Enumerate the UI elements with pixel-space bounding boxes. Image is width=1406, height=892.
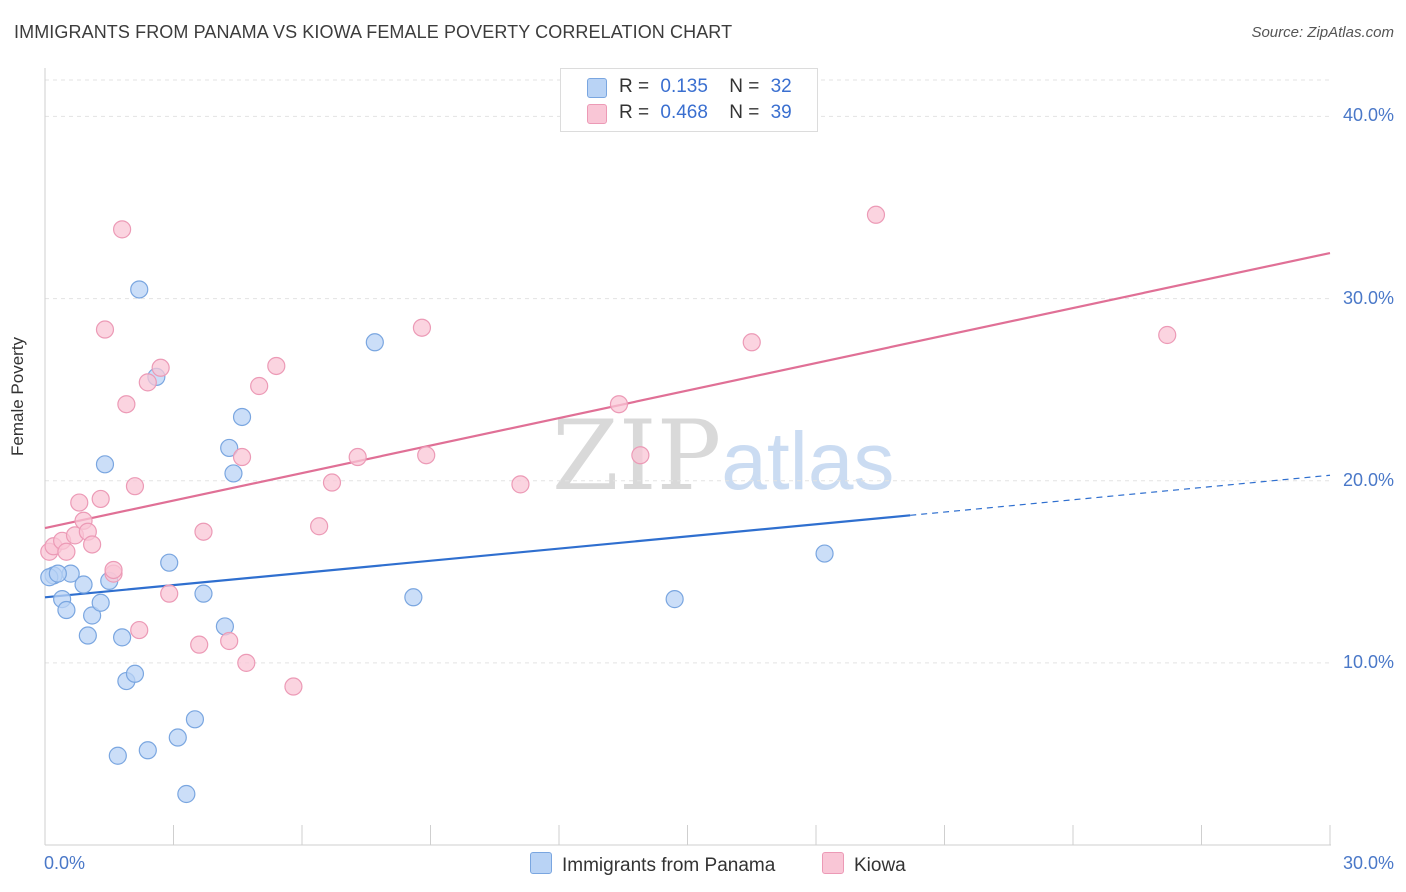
data-point-kiowa xyxy=(417,446,436,465)
data-point-kiowa xyxy=(322,473,342,492)
data-point-panama xyxy=(185,710,205,729)
data-point-panama xyxy=(177,784,196,804)
legend: R = 0.135 N = 32 R = 0.468 N = 39 xyxy=(560,68,818,132)
data-point-panama xyxy=(665,590,684,609)
legend-n-label: N = xyxy=(729,102,760,123)
data-point-kiowa xyxy=(310,517,329,536)
data-point-panama xyxy=(232,407,252,427)
data-point-panama xyxy=(815,544,834,563)
data-point-kiowa xyxy=(104,560,123,580)
data-point-kiowa xyxy=(232,447,252,467)
y-tick-label: 20.0% xyxy=(1342,469,1394,490)
data-point-kiowa xyxy=(138,373,157,392)
trend-line-panama-extension xyxy=(910,474,1331,516)
data-point-kiowa xyxy=(190,635,209,654)
data-point-panama xyxy=(125,664,145,683)
legend-n-label: N = xyxy=(729,76,760,97)
data-point-panama xyxy=(112,628,132,647)
data-point-panama xyxy=(168,728,187,747)
data-point-panama xyxy=(95,455,115,474)
data-point-kiowa xyxy=(866,205,886,224)
watermark-atlas: atlas xyxy=(721,416,895,507)
data-point-kiowa xyxy=(83,535,102,554)
legend-r-value-panama: 0.135 xyxy=(660,76,708,97)
data-point-panama xyxy=(365,333,384,352)
bottom-legend-swatch-panama xyxy=(530,852,552,874)
data-point-kiowa xyxy=(91,489,110,509)
watermark: ZIPatlas xyxy=(552,400,894,512)
bottom-legend-panama: Immigrants from Panama xyxy=(530,852,775,877)
data-point-kiowa xyxy=(267,356,286,376)
data-point-panama xyxy=(404,588,423,607)
data-point-kiowa xyxy=(125,477,145,496)
data-point-panama xyxy=(108,746,127,765)
data-point-panama xyxy=(220,438,239,458)
data-point-kiowa xyxy=(151,358,170,377)
legend-swatch-panama xyxy=(587,78,607,98)
legend-swatch-kiowa xyxy=(587,104,607,124)
data-point-kiowa xyxy=(130,620,149,640)
data-point-panama xyxy=(138,741,157,760)
data-point-kiowa xyxy=(220,631,239,651)
data-point-kiowa xyxy=(194,522,213,541)
data-point-kiowa xyxy=(160,584,179,603)
data-point-panama xyxy=(83,606,102,625)
data-points xyxy=(40,205,1177,804)
legend-r-label: R = xyxy=(619,76,650,97)
bottom-legend-swatch-kiowa xyxy=(822,852,844,874)
data-point-kiowa xyxy=(284,677,303,696)
data-point-kiowa xyxy=(348,447,367,467)
data-point-kiowa xyxy=(250,376,269,396)
legend-r-value-kiowa: 0.468 xyxy=(660,102,708,123)
x-tick-label-min: 0.0% xyxy=(44,853,86,873)
data-point-kiowa xyxy=(1158,325,1177,345)
data-point-kiowa xyxy=(70,493,89,512)
bottom-legend-label-panama: Immigrants from Panama xyxy=(562,855,776,876)
data-point-panama xyxy=(130,280,149,299)
data-point-kiowa xyxy=(742,333,761,352)
y-tick-label: 40.0% xyxy=(1342,105,1394,126)
axes xyxy=(44,68,1331,846)
trend-line-panama xyxy=(44,514,911,599)
trend-lines xyxy=(44,251,1331,599)
data-point-kiowa xyxy=(57,542,76,561)
data-point-kiowa xyxy=(117,395,136,414)
data-point-kiowa xyxy=(412,318,432,337)
grid-lines xyxy=(45,79,1330,664)
data-point-kiowa xyxy=(609,395,629,414)
chart-title: IMMIGRANTS FROM PANAMA VS KIOWA FEMALE P… xyxy=(14,22,733,42)
data-point-panama xyxy=(48,564,67,583)
y-axis-label: Female Poverty xyxy=(8,336,27,456)
y-tick-label: 30.0% xyxy=(1342,287,1394,308)
data-point-kiowa xyxy=(95,320,115,339)
data-point-panama xyxy=(224,464,243,483)
data-point-panama xyxy=(194,584,213,603)
data-point-panama xyxy=(74,575,93,594)
x-tick-label-max: 30.0% xyxy=(1342,853,1394,873)
source-label: Source: ZipAtlas.com xyxy=(1251,24,1394,41)
data-point-kiowa xyxy=(631,446,650,465)
legend-r-label: R = xyxy=(619,102,650,123)
legend-n-value-kiowa: 39 xyxy=(770,102,792,123)
bottom-legend-label-kiowa: Kiowa xyxy=(854,855,906,876)
data-point-panama xyxy=(160,553,179,572)
data-point-panama xyxy=(78,626,97,645)
data-point-kiowa xyxy=(511,475,530,494)
bottom-legend-kiowa: Kiowa xyxy=(822,852,906,877)
trend-line-kiowa xyxy=(44,251,1331,530)
data-point-panama xyxy=(57,600,76,620)
data-point-kiowa xyxy=(112,220,132,239)
data-point-kiowa xyxy=(237,653,256,672)
data-point-panama xyxy=(91,593,110,612)
legend-n-value-panama: 32 xyxy=(770,76,792,97)
y-tick-label: 10.0% xyxy=(1342,651,1394,672)
